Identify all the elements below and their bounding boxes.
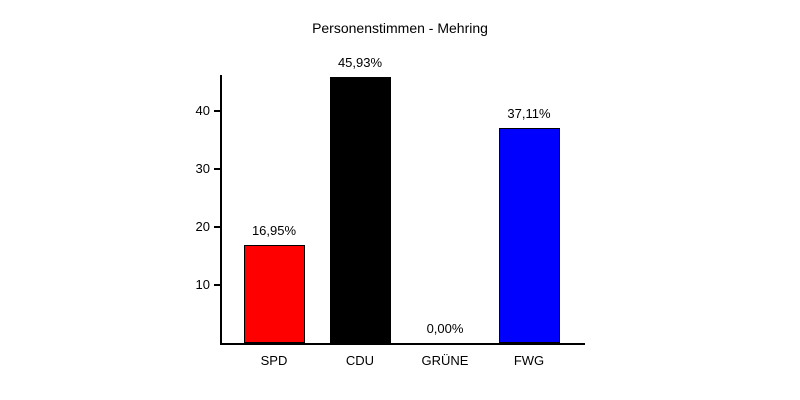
bar-value-label-fwg: 37,11%: [507, 106, 551, 121]
y-tick-label: 20: [195, 219, 210, 234]
y-tick-label: 30: [195, 161, 210, 176]
plot-area: 10 20 30 40 16,95% SPD 45,93% CDU 0,00% GRÜNE 37,1…: [196, 55, 585, 368]
y-tick-mark: [214, 168, 220, 170]
bar-value-label-cdu: 45,93%: [337, 55, 383, 70]
bar-fwg: [498, 128, 560, 343]
bar-cdu: [329, 77, 391, 343]
bar-spd: [243, 245, 305, 343]
bar-value-label-spd: 16,95%: [251, 223, 297, 238]
chart-title: Personenstimmen - Mehring: [312, 20, 488, 36]
y-tick-label: 40: [195, 103, 210, 118]
y-tick-mark: [214, 226, 220, 228]
x-category-label-fwg: FWG: [513, 353, 545, 368]
x-category-label-spd: SPD: [260, 353, 288, 368]
x-category-label-grüne: GRÜNE: [421, 353, 469, 368]
y-tick-label: 10: [195, 277, 210, 292]
x-category-label-cdu: CDU: [345, 353, 375, 368]
y-tick-mark: [214, 284, 220, 286]
y-tick-mark: [214, 110, 220, 112]
bar-value-label-grüne: 0,00%: [426, 321, 464, 336]
